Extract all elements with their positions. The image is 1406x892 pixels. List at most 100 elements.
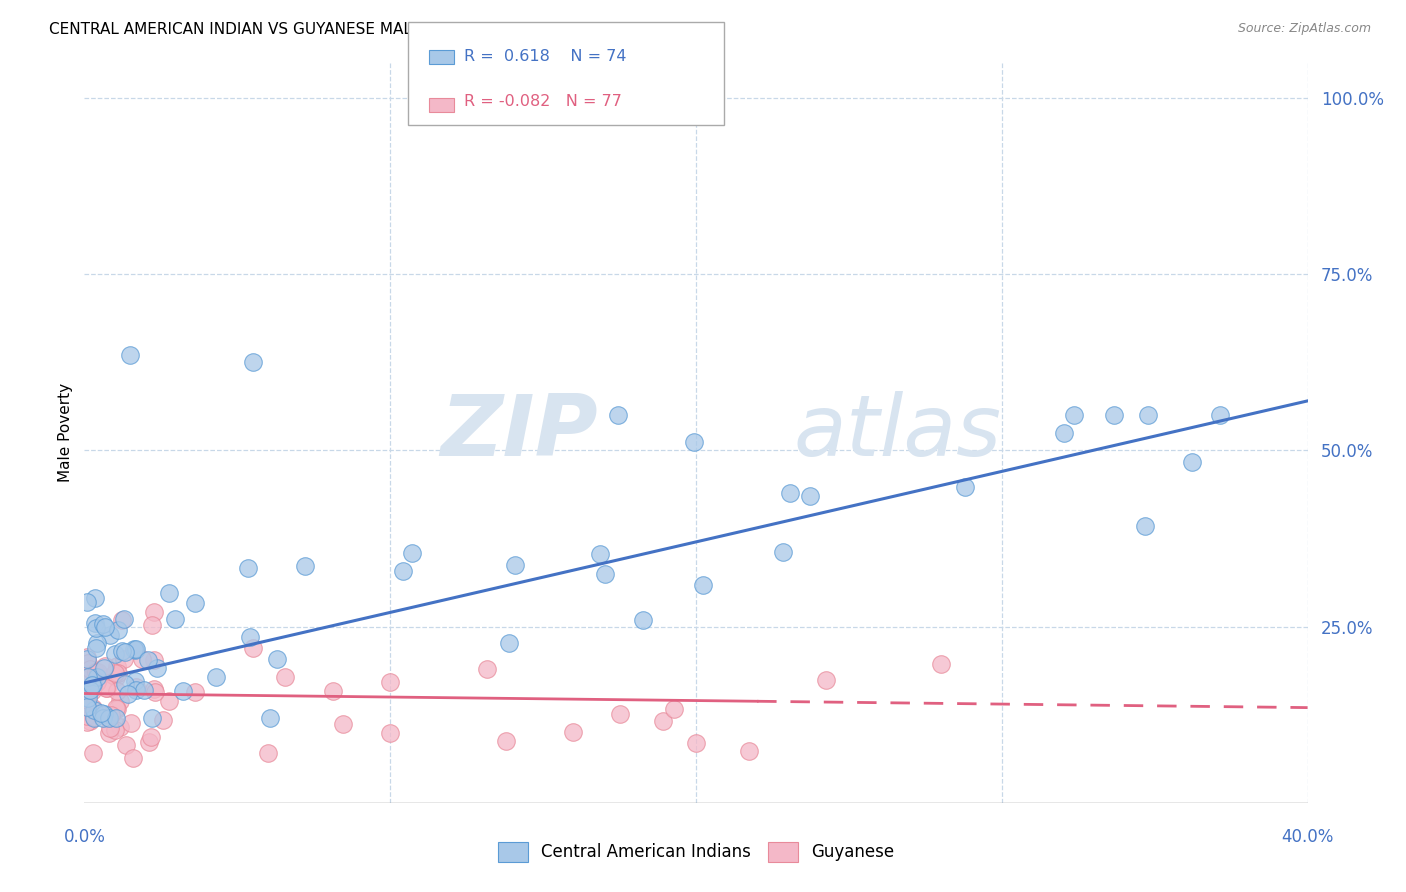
Point — [143, 606, 166, 620]
Point — [141, 618, 163, 632]
Point — [631, 614, 654, 628]
Point — [239, 630, 262, 644]
Point — [498, 636, 520, 650]
Point — [799, 489, 821, 503]
Point — [114, 676, 136, 690]
Point — [111, 644, 134, 658]
Point — [84, 615, 107, 630]
Point — [110, 721, 132, 735]
Point — [86, 669, 108, 683]
Text: R =  0.618    N = 74: R = 0.618 N = 74 — [464, 49, 627, 64]
Point — [82, 746, 104, 760]
Point — [205, 670, 228, 684]
Point — [105, 711, 128, 725]
Point — [257, 747, 280, 761]
Point — [82, 676, 104, 690]
Point — [1181, 455, 1204, 469]
Point — [76, 691, 98, 706]
Point — [79, 662, 101, 676]
Point — [259, 711, 281, 725]
Point — [76, 670, 98, 684]
Point — [609, 706, 631, 721]
Point — [97, 711, 120, 725]
Point — [142, 653, 165, 667]
Point — [683, 435, 706, 450]
Point — [779, 486, 801, 500]
Point — [664, 702, 686, 716]
Point — [117, 687, 139, 701]
Point — [96, 681, 118, 695]
Point — [104, 723, 127, 737]
Point — [100, 707, 122, 722]
Point — [815, 673, 838, 687]
Point — [1136, 408, 1159, 422]
Point — [134, 682, 156, 697]
Point — [165, 611, 187, 625]
Point — [294, 559, 316, 574]
Point — [107, 665, 129, 680]
Point — [82, 700, 104, 714]
Point — [79, 670, 101, 684]
Point — [82, 684, 104, 698]
Point — [562, 725, 585, 739]
Point — [495, 734, 517, 748]
Point — [76, 595, 98, 609]
Point — [86, 636, 108, 650]
Point — [184, 685, 207, 699]
Point — [94, 659, 117, 673]
Point — [93, 661, 115, 675]
Text: CENTRAL AMERICAN INDIAN VS GUYANESE MALE POVERTY CORRELATION CHART: CENTRAL AMERICAN INDIAN VS GUYANESE MALE… — [49, 22, 665, 37]
Point — [124, 674, 146, 689]
Point — [86, 670, 108, 684]
Point — [76, 700, 98, 714]
Point — [503, 558, 526, 572]
Point — [79, 682, 101, 697]
Point — [93, 711, 115, 725]
Point — [157, 586, 180, 600]
Text: ZIP: ZIP — [440, 391, 598, 475]
Point — [929, 657, 952, 672]
Point — [89, 707, 111, 722]
Point — [131, 652, 153, 666]
Point — [79, 714, 101, 728]
Point — [125, 680, 148, 694]
Point — [589, 547, 612, 561]
Point — [332, 716, 354, 731]
Point — [76, 652, 98, 666]
Point — [1133, 518, 1156, 533]
Text: 40.0%: 40.0% — [1281, 828, 1334, 846]
Point — [120, 716, 142, 731]
Point — [1053, 425, 1076, 440]
Point — [98, 628, 121, 642]
Point — [380, 726, 402, 740]
Point — [86, 665, 108, 679]
Point — [124, 642, 146, 657]
Point — [101, 668, 124, 682]
Text: atlas: atlas — [794, 391, 1002, 475]
Point — [125, 641, 148, 656]
Point — [111, 613, 134, 627]
Point — [105, 666, 128, 681]
Point — [105, 684, 128, 698]
Point — [112, 612, 135, 626]
Point — [141, 711, 163, 725]
Point — [380, 675, 402, 690]
Point — [76, 650, 98, 665]
Point — [77, 689, 100, 703]
Point — [477, 663, 499, 677]
Point — [242, 640, 264, 655]
Point — [98, 726, 121, 740]
Point — [184, 596, 207, 610]
Point — [76, 697, 98, 711]
Point — [322, 684, 344, 698]
Point — [122, 641, 145, 656]
Point — [737, 744, 759, 758]
Point — [139, 730, 162, 744]
Point — [104, 647, 127, 661]
Point — [136, 653, 159, 667]
Point — [76, 657, 98, 671]
Legend: Central American Indians, Guyanese: Central American Indians, Guyanese — [491, 835, 901, 869]
Point — [90, 706, 112, 720]
Point — [242, 355, 264, 369]
Y-axis label: Male Poverty: Male Poverty — [58, 383, 73, 483]
